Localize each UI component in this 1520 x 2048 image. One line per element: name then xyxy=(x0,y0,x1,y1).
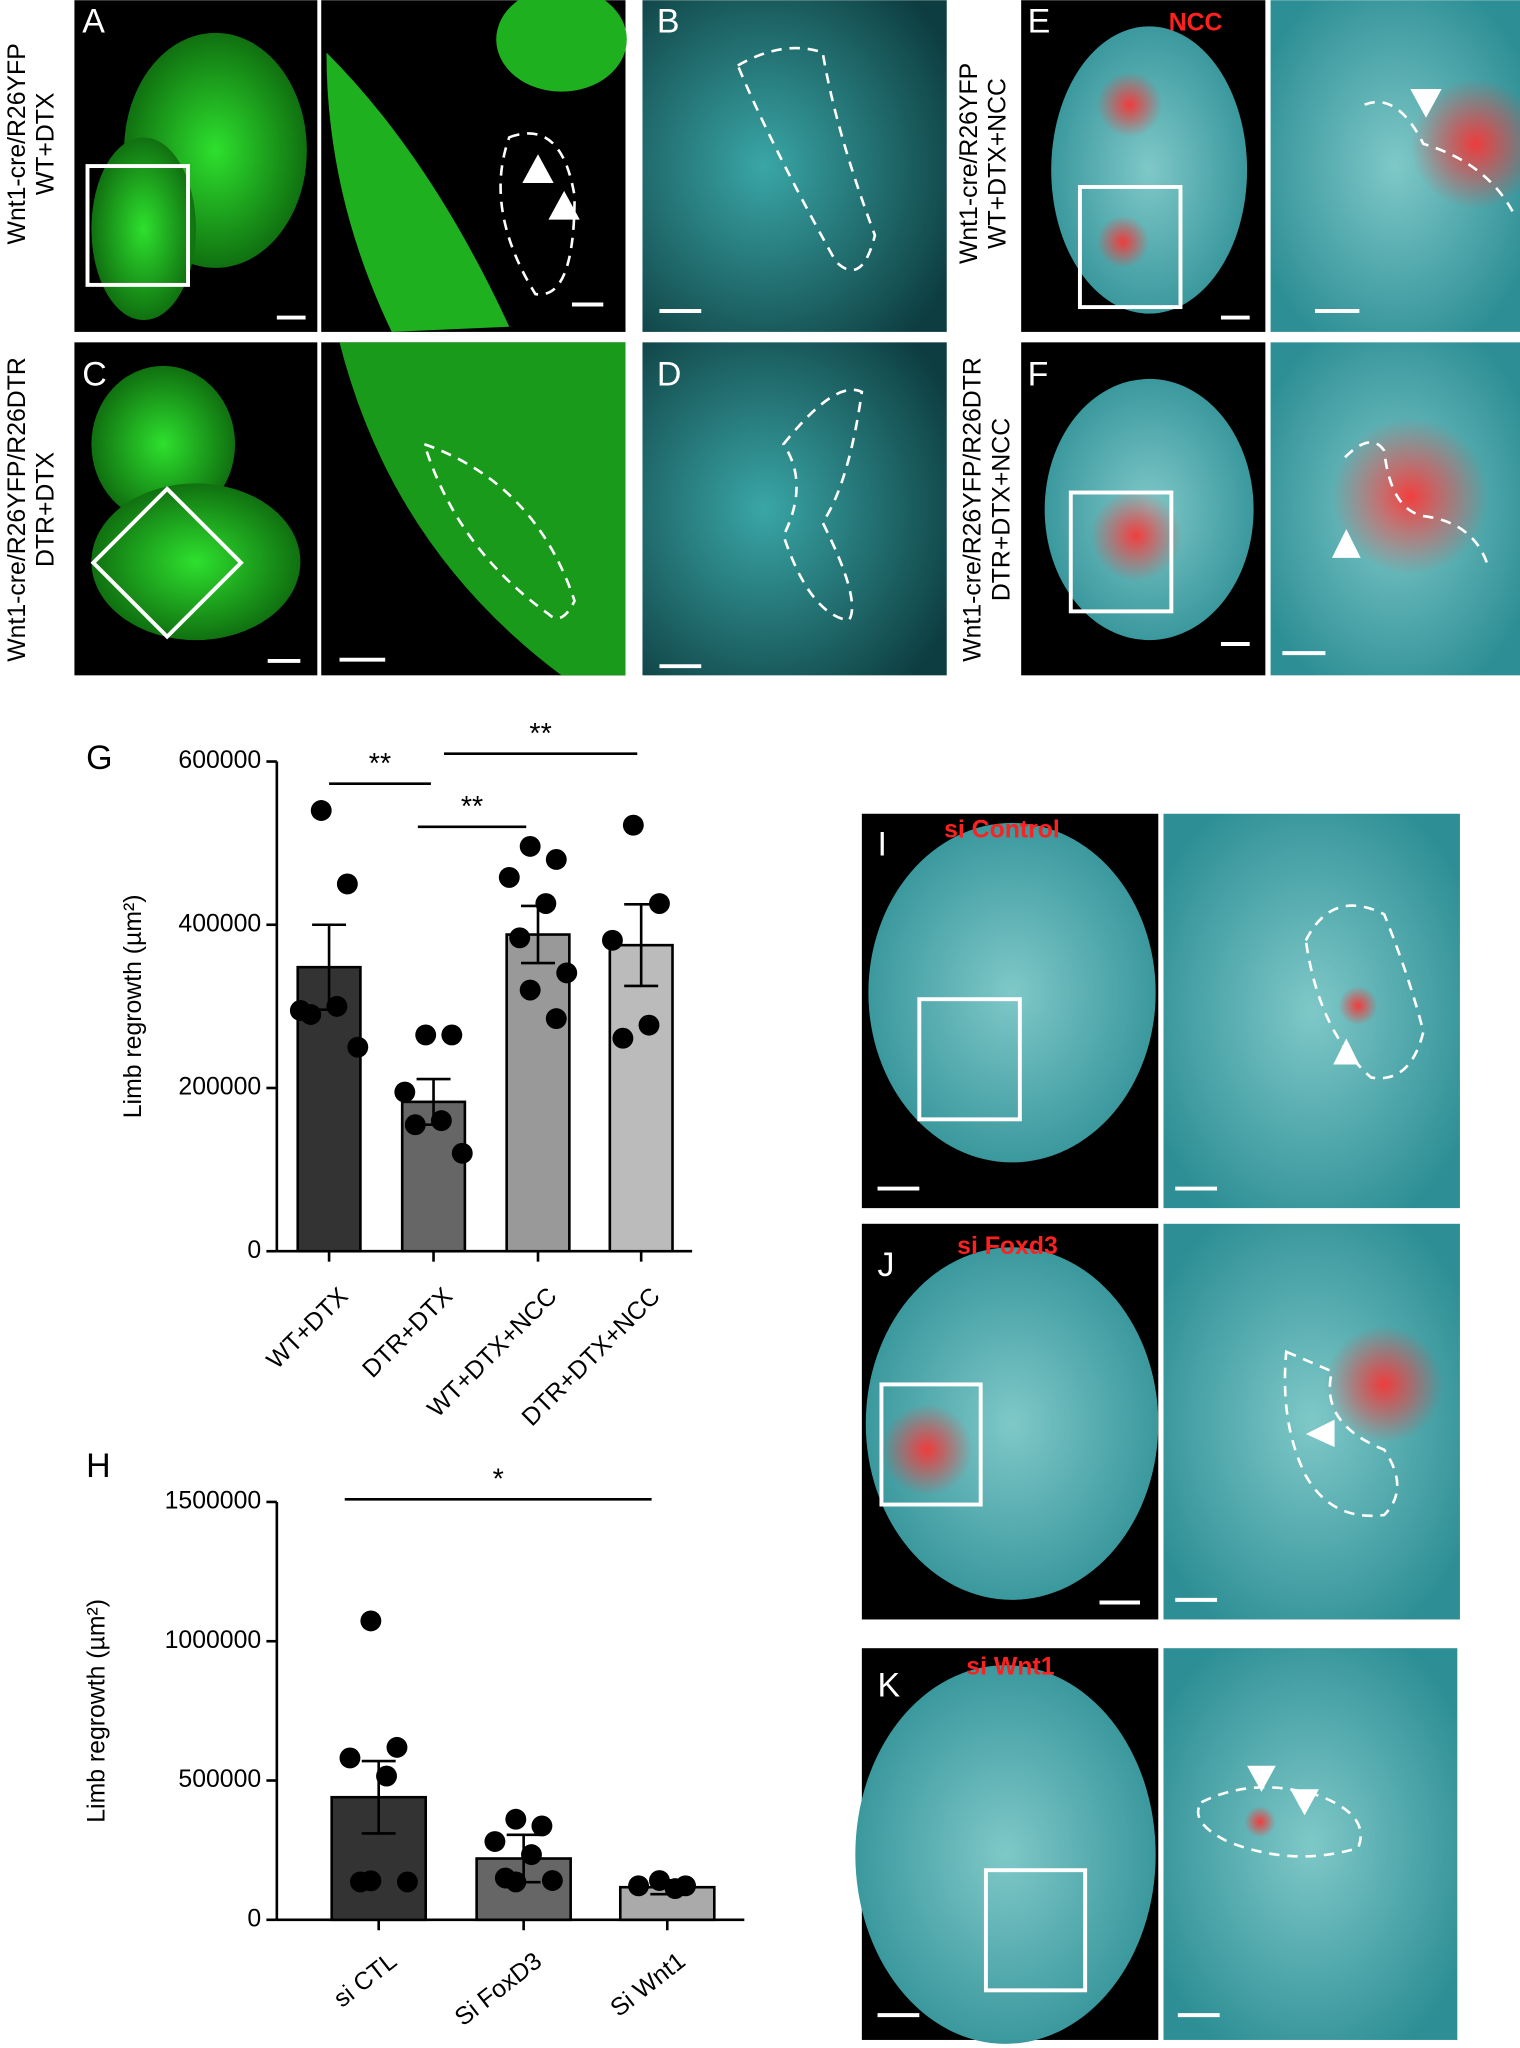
row-label: WT+DTX+NCC xyxy=(985,78,1012,249)
data-point xyxy=(601,929,623,951)
significance-label: ** xyxy=(461,791,483,823)
data-point xyxy=(396,1871,418,1893)
data-point xyxy=(649,893,670,914)
data-point xyxy=(360,1870,382,1892)
y-tick-label: 400000 xyxy=(178,910,261,937)
data-point xyxy=(545,849,567,870)
data-point xyxy=(505,1871,527,1893)
data-point xyxy=(638,1014,660,1036)
x-label-group: Si FoxD3 xyxy=(450,1948,547,2032)
panel-label: H xyxy=(86,1447,111,1485)
data-point xyxy=(451,1142,473,1164)
data-point xyxy=(386,1736,408,1758)
x-tick-label: WT+DTX xyxy=(262,1282,354,1374)
y-axis-label: Limb regrowth (µm²) xyxy=(83,1599,110,1823)
panel-label: B xyxy=(657,3,680,41)
panel-label: C xyxy=(82,355,107,393)
bar xyxy=(505,933,571,1253)
data-point xyxy=(394,1081,416,1103)
row-label: Wnt1-cre/R26YFP xyxy=(956,63,983,264)
data-point xyxy=(612,1027,634,1049)
x-tick-label: DTR+DTX xyxy=(358,1282,459,1383)
x-tick-label: Si Wnt1 xyxy=(606,1948,691,2023)
y-tick-label: 200000 xyxy=(178,1074,261,1101)
data-point xyxy=(531,1815,553,1837)
y-tick-label: 1500000 xyxy=(165,1487,262,1514)
y-label-group: Limb regrowth (µm²) xyxy=(120,895,147,1119)
row-label: DTR+DTX xyxy=(33,452,60,567)
data-point xyxy=(556,962,578,984)
data-point xyxy=(622,814,644,836)
panel-label: F xyxy=(1028,355,1049,393)
x-label-group: DTR+DTX xyxy=(358,1282,459,1383)
data-point xyxy=(339,1747,361,1769)
data-point xyxy=(484,1831,506,1852)
panel-label: D xyxy=(657,355,682,393)
data-point xyxy=(535,893,557,914)
image-label: si Control xyxy=(944,816,1060,843)
data-point xyxy=(628,1875,650,1897)
x-label-group: si CTL xyxy=(329,1948,402,2013)
image-label: si Wnt1 xyxy=(966,1653,1054,1680)
x-tick-label: si CTL xyxy=(329,1948,402,2013)
data-point xyxy=(521,1844,542,1866)
data-point xyxy=(498,866,520,888)
data-point xyxy=(376,1765,397,1787)
data-point xyxy=(519,835,541,857)
row-label: DTR+DTX+NCC xyxy=(988,418,1015,601)
panel-label: I xyxy=(878,825,887,863)
data-point xyxy=(360,1610,382,1632)
y-label-group: Limb regrowth (µm²) xyxy=(83,1599,110,1823)
y-tick-label: 0 xyxy=(247,1905,261,1932)
x-label-group: WT+DTX xyxy=(262,1282,354,1374)
row-label: Wnt1-cre/R26YFP/R26DTR xyxy=(960,357,987,662)
x-tick-label: Si FoxD3 xyxy=(450,1948,547,2032)
data-point xyxy=(545,1008,567,1030)
data-point xyxy=(649,1870,670,1891)
significance-label: * xyxy=(493,1464,504,1496)
x-label-group: Si Wnt1 xyxy=(606,1948,691,2023)
panel-label: J xyxy=(878,1246,895,1284)
data-point xyxy=(430,1110,452,1132)
significance-label: ** xyxy=(369,748,391,780)
panel-label: E xyxy=(1028,3,1051,41)
image-panel xyxy=(855,813,1460,2044)
panel-label: G xyxy=(86,739,112,777)
image-label: si Foxd3 xyxy=(957,1233,1058,1260)
image-label: NCC xyxy=(1169,9,1223,36)
data-point xyxy=(664,1878,686,1900)
bar xyxy=(608,943,674,1253)
data-point xyxy=(505,1808,527,1830)
data-point xyxy=(326,995,348,1017)
row-label: Wnt1-cre/R26YFP/R26DTR xyxy=(4,357,31,662)
data-point xyxy=(509,927,531,949)
data-point xyxy=(519,979,541,1001)
image-panel xyxy=(74,342,1520,676)
data-point xyxy=(336,873,358,895)
panel-label: K xyxy=(878,1666,901,1704)
row-label: Wnt1-cre/R26YFP xyxy=(4,43,31,244)
y-tick-label: 0 xyxy=(247,1237,261,1264)
significance-label: ** xyxy=(529,718,551,750)
data-point xyxy=(300,1004,322,1025)
data-point xyxy=(415,1024,437,1046)
panel-label: A xyxy=(82,3,105,41)
row-label: WT+DTX xyxy=(33,92,60,195)
data-point xyxy=(441,1024,463,1046)
y-tick-label: 600000 xyxy=(178,747,261,774)
y-tick-label: 500000 xyxy=(178,1766,261,1793)
data-point xyxy=(404,1114,426,1136)
data-point xyxy=(541,1870,563,1891)
y-tick-label: 1000000 xyxy=(165,1627,262,1654)
data-point xyxy=(310,800,332,821)
y-axis-label: Limb regrowth (µm²) xyxy=(120,895,147,1119)
image-panel xyxy=(74,0,1520,332)
data-point xyxy=(347,1036,369,1058)
